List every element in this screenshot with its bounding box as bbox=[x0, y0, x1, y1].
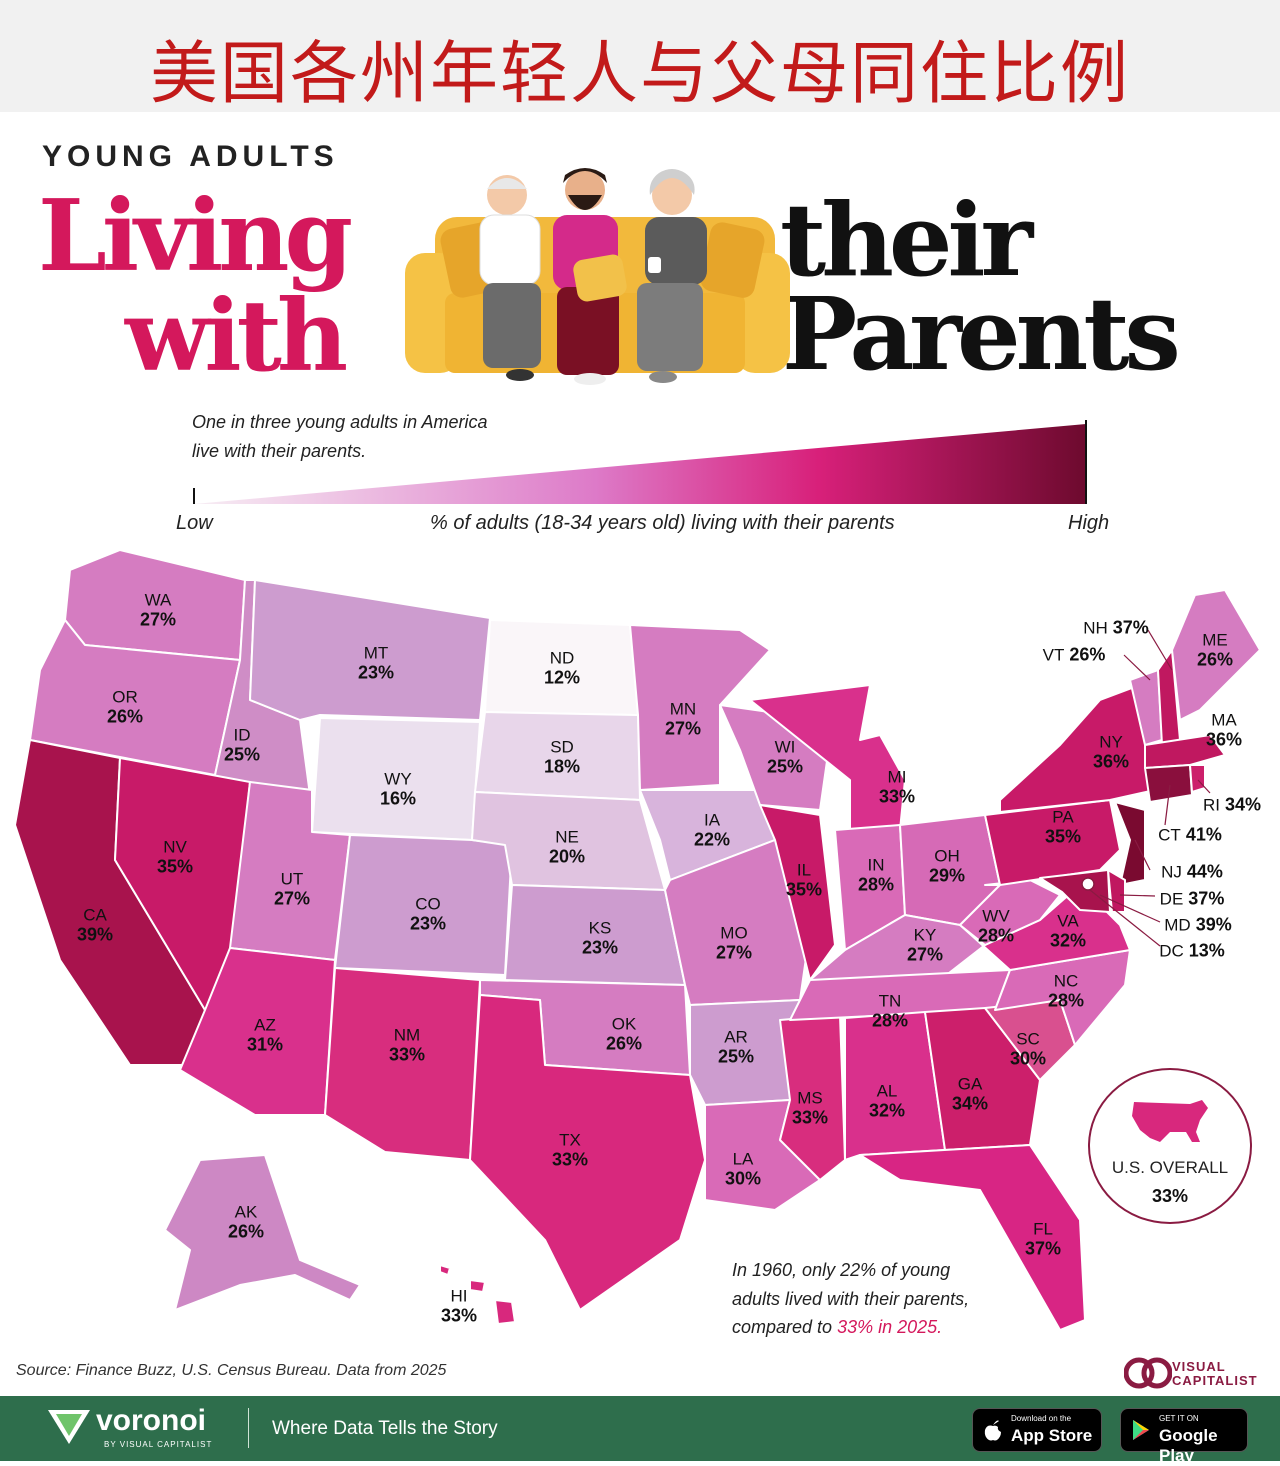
us-map bbox=[14, 549, 1261, 1331]
note-1960-line1: In 1960, only 22% of young bbox=[732, 1260, 951, 1280]
legend-note: One in three young adults in America liv… bbox=[192, 412, 488, 461]
kicker: YOUNG ADULTS bbox=[42, 140, 339, 173]
title-with: with bbox=[125, 279, 348, 394]
state-KS bbox=[504, 884, 686, 986]
footer-tagline: Where Data Tells the Story bbox=[272, 1418, 498, 1439]
dc-marker bbox=[1081, 877, 1095, 891]
note-1960-highlight: 33% in 2025. bbox=[837, 1317, 943, 1337]
state-FL bbox=[859, 1144, 1086, 1331]
family-couch-illustration bbox=[405, 168, 790, 385]
app-store-big: App Store bbox=[1011, 1426, 1093, 1445]
state-WV bbox=[959, 879, 1061, 946]
state-SD bbox=[474, 711, 641, 801]
legend-low: Low bbox=[176, 512, 213, 534]
us-overall-badge: U.S. OVERALL 33% bbox=[1088, 1068, 1252, 1224]
state-MI bbox=[749, 684, 906, 836]
state-WY bbox=[311, 717, 481, 841]
state-IL bbox=[759, 804, 836, 981]
state-MA bbox=[1144, 734, 1226, 769]
state-RI bbox=[1189, 764, 1206, 793]
top-banner: 美国各州年轻人与父母同住比例 bbox=[0, 0, 1280, 114]
voronoi-logo-text: voronoi bbox=[96, 1404, 206, 1437]
banner-title: 美国各州年轻人与父母同住比例 bbox=[149, 35, 1130, 114]
apple-icon bbox=[984, 1420, 1001, 1441]
legend-high: High bbox=[1068, 512, 1110, 534]
state-KY bbox=[809, 914, 986, 981]
vc-line1: VISUAL bbox=[1172, 1359, 1226, 1374]
state-MT bbox=[249, 579, 491, 721]
vc-line2: CAPITALIST bbox=[1172, 1373, 1258, 1388]
state-DE bbox=[1107, 869, 1126, 913]
state-MN bbox=[629, 624, 771, 791]
google-play-small: GET IT ON bbox=[1159, 1414, 1199, 1423]
state-ME bbox=[1171, 589, 1261, 721]
google-play-big: Google Play bbox=[1159, 1426, 1218, 1465]
google-play-icon bbox=[1133, 1420, 1149, 1440]
state-TX bbox=[469, 994, 706, 1311]
voronoi-logo-icon bbox=[48, 1410, 90, 1444]
state-AK bbox=[164, 1154, 361, 1311]
us-silhouette-icon bbox=[1132, 1100, 1208, 1142]
title-their: their bbox=[780, 181, 1033, 299]
note-1960: In 1960, only 22% of young adults lived … bbox=[732, 1256, 1072, 1342]
visual-capitalist-logo-text: VISUAL CAPITALIST bbox=[1172, 1360, 1258, 1388]
state-CO bbox=[334, 834, 513, 976]
voronoi-logo-sub: BY VISUAL CAPITALIST bbox=[104, 1440, 213, 1449]
app-store-button[interactable]: Download on the App Store bbox=[972, 1408, 1102, 1452]
state-WA bbox=[64, 549, 246, 661]
visual-capitalist-logo-icon bbox=[1124, 1357, 1172, 1389]
source-note: Source: Finance Buzz, U.S. Census Bureau… bbox=[16, 1362, 447, 1379]
legend-gradient bbox=[193, 420, 1087, 504]
us-overall-value: 33% bbox=[1151, 1186, 1189, 1206]
note-1960-line3a: compared to bbox=[732, 1317, 838, 1337]
state-NJ bbox=[1114, 801, 1146, 886]
google-play-button[interactable]: GET IT ON Google Play bbox=[1120, 1408, 1248, 1465]
note-1960-line2: adults lived with their parents, bbox=[732, 1288, 970, 1309]
state-HI bbox=[439, 1264, 516, 1325]
state-NM bbox=[324, 967, 481, 1161]
legend-caption: % of adults (18-34 years old) living wit… bbox=[430, 512, 895, 534]
title-living: Living bbox=[38, 179, 353, 294]
state-CT bbox=[1144, 764, 1193, 803]
state-ND bbox=[484, 619, 639, 716]
us-overall-label: U.S. OVERALL bbox=[1111, 1158, 1229, 1177]
footer-divider bbox=[248, 1408, 249, 1448]
app-store-small: Download on the bbox=[1011, 1414, 1072, 1423]
title-parents: Parents bbox=[782, 275, 1181, 393]
